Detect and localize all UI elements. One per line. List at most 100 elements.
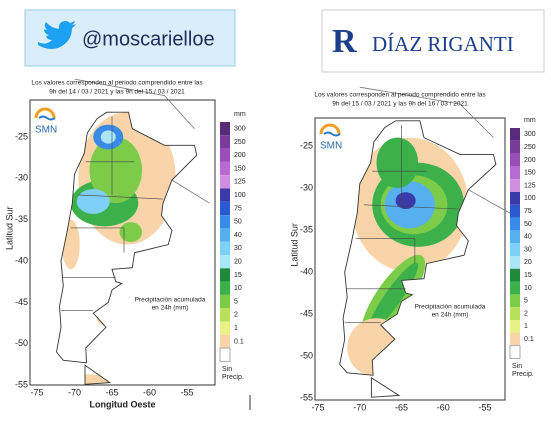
legend-swatch [510,256,520,269]
legend-label: 10 [234,285,242,292]
legend-label: 10 [524,285,532,292]
legend-label: Precip. [512,371,534,378]
legend-swatch [220,215,230,229]
legend-swatch [510,230,520,244]
x-tick-label: -70 [353,402,366,412]
legend-unit: mm [234,111,246,118]
legend-swatch [510,332,520,346]
y-tick-label: -50 [15,338,28,348]
legend-label: 0.1 [234,338,244,345]
legend-label: 150 [234,165,246,172]
legend-label: 125 [524,182,536,189]
y-tick-label: -40 [15,255,28,265]
legend-swatch [510,281,520,295]
legend-label: 250 [524,144,536,151]
legend-swatch [220,294,230,309]
y-tick-label: -50 [300,350,313,360]
y-tick-label: -40 [300,266,313,276]
neighbour-border [74,78,210,204]
x-tick-label: -60 [437,402,450,412]
legend-swatch [220,188,230,202]
legend-swatch [510,153,520,167]
smn-text: SMN [320,141,342,152]
y-axis-label: Latitud Sur [289,223,299,267]
map-note: Precipitación acumulada [415,304,486,311]
legend-label: 125 [234,179,246,186]
smn-logo [323,131,341,137]
legend-label: 0.1 [524,336,534,343]
legend-swatch [510,204,520,218]
legend-label: 75 [234,205,242,212]
legend-swatch [510,320,520,333]
legend-label: 40 [234,232,242,239]
y-tick-label: -45 [300,308,313,318]
legend-label: 75 [524,208,532,215]
legend-label: 30 [524,246,532,253]
legend-swatch [220,255,230,269]
badge-text: @moscarielloe [82,28,215,50]
legend-label: 20 [524,259,532,266]
caption: 9h del 14 / 03 / 2021 y las 9h del 15 / … [49,89,185,96]
precip-layer [56,112,197,385]
legend-label: 200 [234,152,246,159]
legend-swatch [220,334,230,349]
precip-area [89,137,142,204]
x-tick-label: -55 [180,387,193,397]
y-tick-label: -35 [15,214,28,224]
smn-logo [38,115,56,121]
legend-swatch [220,321,230,335]
legend-label: 5 [524,298,528,305]
legend-swatch [220,148,230,162]
legend-label: 50 [234,219,242,226]
legend-swatch [220,281,230,295]
legend-label: 100 [524,195,536,202]
legend-label: 100 [234,192,246,199]
legend-swatch [510,140,520,154]
country-outline [56,111,198,364]
legend-swatch [510,192,520,205]
province-lines [61,116,164,311]
legend-swatch [510,179,520,192]
legend-swatch [220,228,230,242]
legend-label: 150 [524,170,536,177]
legend-swatch [220,268,230,282]
y-tick-label: -30 [15,173,28,183]
province-lines [344,125,459,323]
legend-label: 300 [524,131,536,138]
y-tick-label: -35 [300,224,313,234]
country-outline [84,364,112,385]
x-axis-label: Longitud Oeste [90,399,156,409]
logo-brand: DÍAZ RIGANTI [372,32,514,56]
legend-swatch [219,347,231,362]
smn-text: SMN [35,125,57,136]
country-outline [370,376,401,398]
legend-swatch [220,308,230,322]
legend-swatch [220,161,230,176]
legend-swatch [220,241,230,255]
legend-swatch [509,345,521,359]
legend-unit: mm [524,117,536,124]
country-outline [339,120,497,376]
map-note: en 24h (mm) [152,305,189,312]
y-tick-label: -45 [15,297,28,307]
legend-label: 40 [524,234,532,241]
legend-label: 30 [234,245,242,252]
precip-area [100,130,116,144]
logo-mark: R [332,23,357,60]
legend-swatch [510,268,520,282]
caption: Los valores corresponden al periodo comp… [31,80,203,87]
legend-label: 15 [524,272,532,279]
x-tick-label: -70 [68,387,81,397]
map-note: en 24h (mm) [432,312,469,319]
legend-label: 250 [234,139,246,146]
legend-swatch [510,294,520,308]
legend-label: 5 [234,298,238,305]
twitter-icon [38,21,76,49]
x-tick-label: -75 [311,402,324,412]
legend-swatch [220,175,230,189]
smn-logo [34,107,56,119]
legend-swatch [220,201,230,216]
caption: 9h del 15 / 03 / 2021 y las 9h del 16 / … [332,101,468,108]
y-tick-label: -55 [300,392,313,402]
precip-area [376,137,419,188]
